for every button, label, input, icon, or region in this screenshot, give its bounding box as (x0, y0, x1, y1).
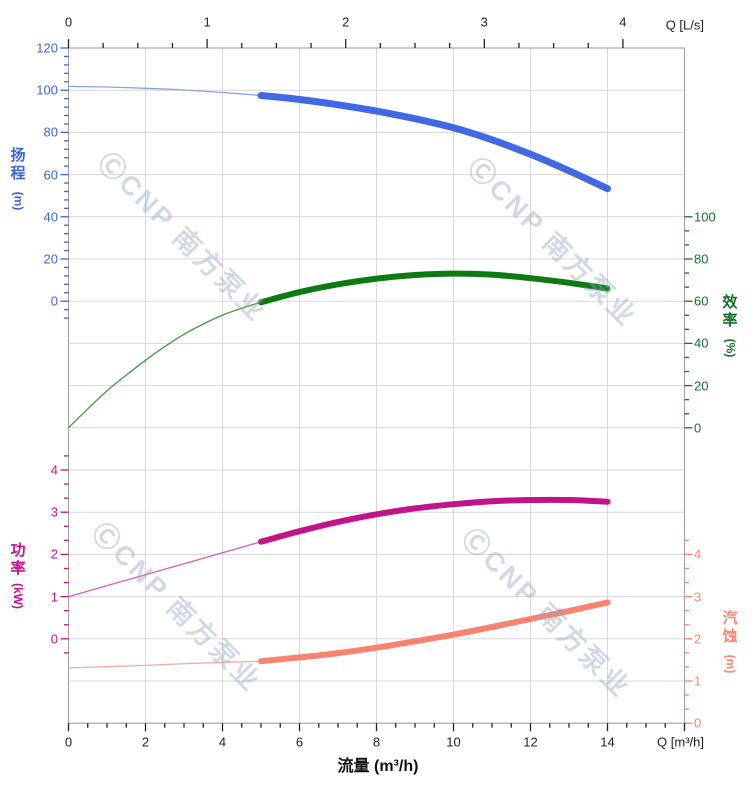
efficiency-curve (258, 270, 611, 306)
power-curve (258, 496, 611, 545)
head-curve-thin (68, 85, 262, 97)
efficiency-curve-thin (68, 301, 262, 429)
head-curve (257, 92, 611, 193)
power-curve-thin (68, 541, 262, 598)
npsh-curve (258, 599, 611, 665)
npsh-curve-thin (68, 660, 262, 669)
